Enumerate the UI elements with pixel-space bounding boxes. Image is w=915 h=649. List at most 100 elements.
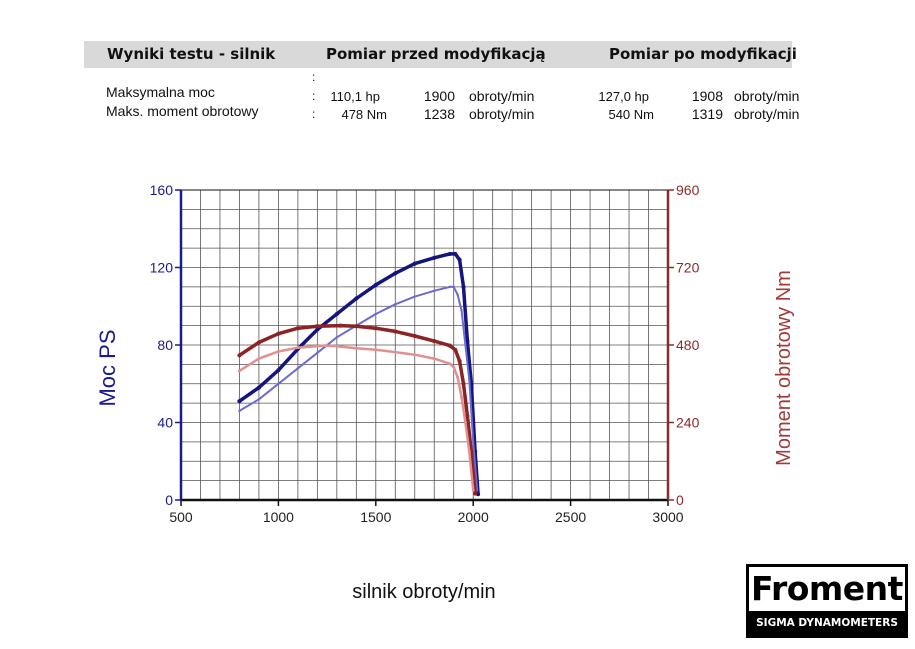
series-line-1 <box>237 252 480 496</box>
before-value: 110,1 hp <box>330 89 380 104</box>
series-2-point <box>452 285 455 289</box>
y-right-axis-title: Moment obrotowy Nm <box>773 270 795 466</box>
after-value: 540 Nm <box>608 107 654 122</box>
series-2-point <box>335 336 339 339</box>
row-label: Maks. moment obrotowy <box>106 103 259 119</box>
series-4-point <box>456 375 460 379</box>
series-2-point <box>316 351 319 354</box>
separator-colon: : <box>312 89 316 103</box>
series-2-point <box>433 289 436 292</box>
series-2-point <box>374 312 377 316</box>
series-3-point <box>237 353 242 358</box>
x-tick-label: 2500 <box>555 509 586 525</box>
x-tick-label: 2000 <box>458 509 489 525</box>
before-rpm: 1900 <box>423 88 455 104</box>
series-3-point <box>373 326 378 331</box>
series-2-point <box>413 295 416 298</box>
separator-colon: : <box>312 70 316 84</box>
series-line-2 <box>238 285 479 492</box>
series-1-point <box>453 251 458 257</box>
series-3-point <box>461 381 466 386</box>
series-2-point <box>456 293 459 296</box>
results-header-bar: Wyniki testu - silnik Pomiar przed modyf… <box>84 41 797 68</box>
after-value: 127,0 hp <box>598 89 649 104</box>
series-2-point <box>448 285 452 289</box>
series-3-point <box>393 329 398 334</box>
series-4-point <box>432 357 436 361</box>
series-1-point <box>237 399 242 404</box>
series-4-point <box>452 365 456 369</box>
series-1-point <box>393 271 398 276</box>
series-3-point <box>276 331 281 336</box>
series-line-3 <box>237 323 477 496</box>
series-line-4 <box>238 344 475 492</box>
series-4-point <box>471 488 475 492</box>
series-2-point <box>468 378 471 382</box>
series-3-point <box>256 340 262 345</box>
x-tick-label: 500 <box>169 509 193 525</box>
series-4-point <box>374 348 378 352</box>
series-3-point <box>412 333 417 339</box>
series-2-point <box>472 440 475 444</box>
series-1-point <box>276 368 281 373</box>
series-4-point <box>257 357 261 361</box>
series-4-point <box>323 344 327 348</box>
series-3-point <box>473 491 478 496</box>
series-3-point <box>447 343 452 348</box>
after-column-header: Pomiar po modyfikacji <box>609 45 797 63</box>
y-left-tick-label: 0 <box>165 492 173 508</box>
before-value: 478 Nm <box>341 107 387 122</box>
series-2-point <box>394 303 397 306</box>
y-right-tick-label: 960 <box>676 182 700 198</box>
y-left-tick-label: 120 <box>150 260 174 276</box>
after-rpm: 1908 <box>691 88 723 104</box>
series-4-point <box>237 369 241 373</box>
y-right-tick-label: 480 <box>676 337 700 353</box>
series-3-point <box>432 339 437 344</box>
series-1-point <box>354 296 359 301</box>
y-right-tick-label: 240 <box>676 415 700 431</box>
series-3-point <box>295 326 300 331</box>
results-title: Wyniki testu - silnik <box>107 45 276 63</box>
series-4-point <box>460 395 464 399</box>
series-3-point <box>457 359 462 364</box>
series-4-point <box>296 346 300 350</box>
series-2-point <box>257 398 261 401</box>
series-4-point <box>448 362 452 366</box>
x-tick-label: 1500 <box>360 509 391 525</box>
after-rpm: 1319 <box>691 106 723 122</box>
series-1-point <box>373 282 378 288</box>
logo-subtitle: SIGMA DYNAMOMETERS <box>756 617 898 629</box>
series-1-point <box>412 261 417 266</box>
series-4-point <box>393 350 397 354</box>
series-1-point <box>465 339 470 344</box>
series-1-point <box>457 257 462 262</box>
series-3-point <box>453 347 458 352</box>
after-unit: obroty/min <box>734 106 800 122</box>
before-unit: obroty/min <box>469 106 535 122</box>
y-left-axis-title: Moc PS <box>95 329 120 406</box>
series-1-point <box>334 311 339 317</box>
y-left-tick-label: 80 <box>157 337 173 353</box>
series-1-point <box>315 327 320 332</box>
y-left-tick-label: 160 <box>150 182 174 198</box>
series-4-point <box>413 353 417 357</box>
series-1-point <box>447 251 452 257</box>
series-4-point <box>467 450 471 454</box>
series-4-point <box>335 344 339 348</box>
series-1-point <box>432 255 437 260</box>
y-right-tick-label: 720 <box>676 260 700 276</box>
series-1-point <box>461 284 466 289</box>
series-4-point <box>354 346 358 350</box>
series-3-point <box>465 413 470 419</box>
series-2-point <box>460 308 463 312</box>
series-3-point <box>338 323 343 328</box>
series-4-point <box>463 421 467 424</box>
x-tick-label: 3000 <box>652 509 683 525</box>
x-tick-label: 1000 <box>263 509 294 525</box>
froment-logo: Froment SIGMA DYNAMOMETERS <box>746 564 908 638</box>
y-right-tick-label: 0 <box>676 492 684 508</box>
before-column-header: Pomiar przed modyfikacją <box>326 45 546 63</box>
series-4-point <box>276 349 280 353</box>
